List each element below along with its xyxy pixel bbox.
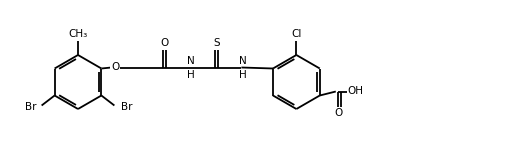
Text: OH: OH — [348, 86, 364, 97]
Text: N: N — [238, 55, 246, 66]
Text: Br: Br — [25, 103, 36, 112]
Text: O: O — [335, 107, 343, 118]
Text: H: H — [238, 70, 246, 79]
Text: N: N — [186, 55, 194, 66]
Text: H: H — [186, 70, 194, 79]
Text: O: O — [160, 39, 168, 49]
Text: CH₃: CH₃ — [68, 29, 88, 39]
Text: S: S — [213, 39, 220, 49]
Text: Cl: Cl — [291, 29, 301, 39]
Text: O: O — [111, 63, 120, 73]
Text: Br: Br — [121, 103, 132, 112]
